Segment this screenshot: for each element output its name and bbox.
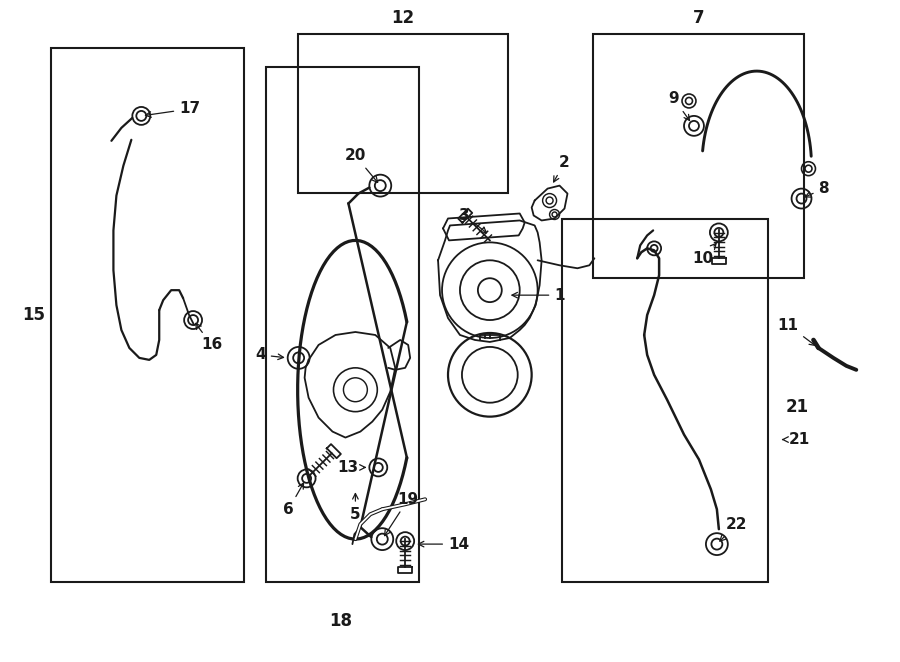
Text: 10: 10: [692, 244, 716, 266]
Text: 21: 21: [782, 432, 810, 447]
Text: 20: 20: [345, 148, 378, 183]
Text: 11: 11: [778, 318, 815, 346]
Text: 8: 8: [806, 181, 829, 197]
Text: 3: 3: [459, 208, 487, 233]
Text: 5: 5: [350, 493, 361, 522]
Bar: [266, 68, 418, 581]
Bar: [298, 34, 508, 193]
Text: 6: 6: [284, 483, 303, 517]
Bar: [51, 48, 244, 581]
Bar: [593, 34, 804, 278]
Bar: [562, 219, 769, 581]
Text: 14: 14: [418, 537, 469, 551]
Text: 9: 9: [669, 91, 689, 120]
Text: 2: 2: [554, 155, 570, 182]
Text: 1: 1: [512, 288, 565, 303]
Text: 19: 19: [384, 492, 419, 536]
Text: 18: 18: [329, 612, 352, 630]
Text: 17: 17: [146, 101, 201, 117]
Text: 4: 4: [256, 348, 284, 362]
Text: 12: 12: [391, 9, 414, 27]
Text: 21: 21: [786, 398, 809, 416]
Text: 15: 15: [22, 306, 45, 324]
Text: 7: 7: [693, 9, 705, 27]
Text: 22: 22: [720, 516, 748, 541]
Text: 13: 13: [338, 460, 365, 475]
Text: 16: 16: [195, 324, 222, 352]
